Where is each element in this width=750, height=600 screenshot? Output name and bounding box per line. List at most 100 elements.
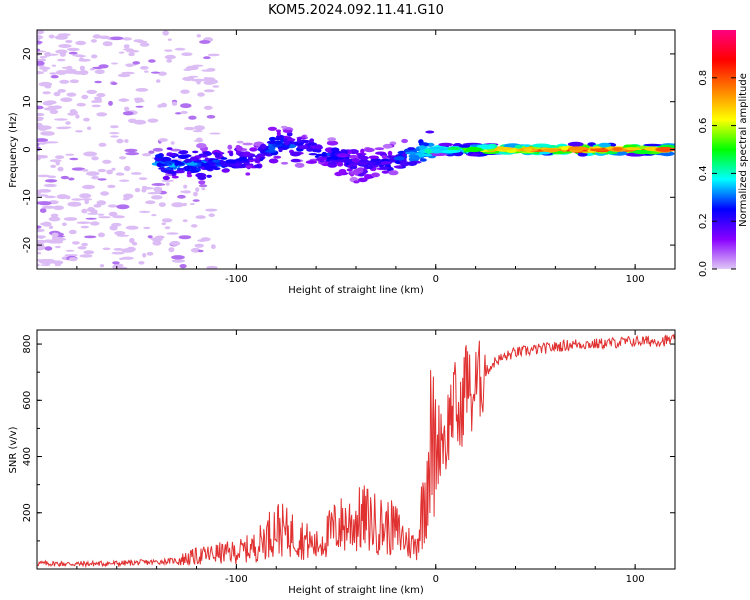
spectrogram-cell [91, 100, 96, 104]
spectrogram-cell [108, 41, 113, 46]
spectrogram-cell [65, 153, 75, 156]
spectrogram-cell [91, 104, 101, 108]
spectrogram-cell [140, 66, 149, 70]
spectrogram-cell [459, 144, 471, 148]
spectrogram-cell [349, 165, 358, 170]
spectrogram-cell [110, 82, 118, 85]
spectrogram-cell [79, 193, 92, 199]
spectrogram-cell [142, 253, 147, 258]
spectrogram-cell [148, 150, 155, 154]
spectrogram-cell [161, 179, 174, 182]
spectrogram-cell [129, 237, 135, 244]
spectrogram-cell [286, 132, 293, 137]
spectrogram-cell [200, 154, 208, 158]
spectrogram-cell [89, 68, 96, 71]
spectrogram-cell [312, 148, 318, 153]
spectrogram-cell [37, 30, 45, 35]
spectrogram-cell [58, 44, 72, 48]
spectrogram-cell [44, 246, 53, 251]
spectrogram-cell [116, 204, 130, 210]
spectrogram-cell [195, 215, 206, 219]
spectrogram-cell [146, 251, 154, 256]
spectrogram-cell [244, 162, 251, 166]
spectrogram-cell [282, 129, 293, 134]
y-tick-label: 400 [22, 447, 33, 466]
spectrogram-cell [82, 184, 95, 190]
spectrogram-cell [67, 201, 82, 207]
spectrogram-cell [418, 145, 426, 150]
spectrogram-cell [184, 126, 195, 131]
spectrogram-cell [267, 126, 277, 131]
spectrogram-cell [182, 76, 195, 81]
spectrogram-cell [643, 143, 662, 147]
spectrogram-cell [199, 40, 211, 44]
spectrogram-cell [220, 157, 228, 160]
spectrogram-cell [65, 249, 75, 252]
colorbar-ticks: 0.0 0.2 0.4 0.6 0.8 [698, 70, 736, 277]
spectrogram-cell [118, 257, 125, 260]
spectrogram-cell [151, 214, 157, 217]
spectrogram-cell [37, 117, 43, 122]
spectrogram-cell [155, 154, 164, 158]
spectrogram-cell [94, 69, 105, 74]
spectrogram-cell [134, 187, 141, 193]
spectrogram-cell [427, 146, 446, 150]
spectrogram-cell [42, 91, 51, 95]
spectrogram-cell [164, 226, 171, 230]
spectrogram-cell [72, 241, 80, 245]
spectrogram-cell [204, 157, 209, 162]
spectrogram-cell [356, 153, 366, 160]
spectrogram-cell [258, 154, 265, 158]
spectrogram-cell [37, 228, 45, 233]
spectrogram-cell [424, 148, 432, 154]
colorbar-tick-label: 0.8 [698, 70, 709, 86]
spectrogram-cell [225, 159, 237, 164]
spectrogram-cell [376, 161, 382, 165]
spectrogram-cell [175, 112, 182, 115]
spectrogram-cell [373, 158, 380, 162]
spectrogram-cell [245, 172, 251, 176]
spectrogram-cell [242, 142, 254, 146]
spectrogram-cell [110, 36, 124, 41]
spectrogram-cell [314, 144, 323, 150]
spectrogram-cell [158, 167, 166, 170]
spectrogram-cell [42, 69, 48, 72]
spectrogram-cell [68, 51, 78, 55]
spectrogram-cell [131, 241, 138, 246]
spectrogram-cell [52, 240, 64, 244]
spectrogram-cell [49, 109, 59, 115]
spectrogram-cell [343, 158, 352, 163]
y-tick-label: -10 [22, 189, 33, 205]
spectrogram-cell [278, 148, 283, 153]
spectrogram-cell [51, 64, 57, 67]
spectrogram-cell [65, 121, 71, 125]
spectrogram-cell [42, 100, 54, 106]
spectrogram-cell [96, 112, 108, 117]
spectrogram-cell [37, 190, 42, 195]
spectrogram-cell [110, 135, 119, 138]
spectrogram-cell [83, 117, 90, 122]
spectrogram-cell [470, 152, 481, 157]
spectrogram-cell [380, 161, 393, 165]
spectrogram-cell [38, 259, 51, 264]
spectrogram-cell [236, 140, 244, 144]
spectrogram-cell [198, 180, 206, 185]
spectrogram-cell [368, 161, 376, 165]
spectrogram-cell [273, 155, 282, 159]
spectrogram-cell [393, 156, 405, 161]
spectrogram-cell [206, 68, 216, 72]
spectrogram-cell [327, 163, 338, 168]
spectrogram-cell [254, 158, 260, 163]
spectrogram-cell [52, 260, 64, 265]
spectrogram-cell [37, 48, 41, 52]
spectrogram-cell [348, 154, 359, 159]
spectrogram-cell [227, 144, 233, 150]
spectrogram-cell [280, 161, 289, 165]
spectrogram-cell [299, 139, 311, 144]
spectrogram-cell [169, 240, 181, 246]
spectrogram-cell [568, 146, 589, 151]
spectrogram-cell [203, 77, 209, 82]
spectrogram-cell [135, 105, 144, 108]
spectrogram-cell [305, 160, 318, 164]
spectrogram-cell [54, 118, 68, 121]
